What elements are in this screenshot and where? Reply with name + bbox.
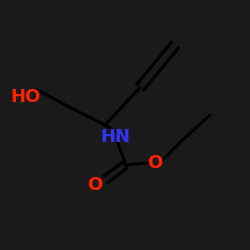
Text: HN: HN xyxy=(100,128,130,146)
Text: O: O xyxy=(88,176,103,194)
Text: HO: HO xyxy=(10,88,40,106)
Text: O: O xyxy=(148,154,162,172)
